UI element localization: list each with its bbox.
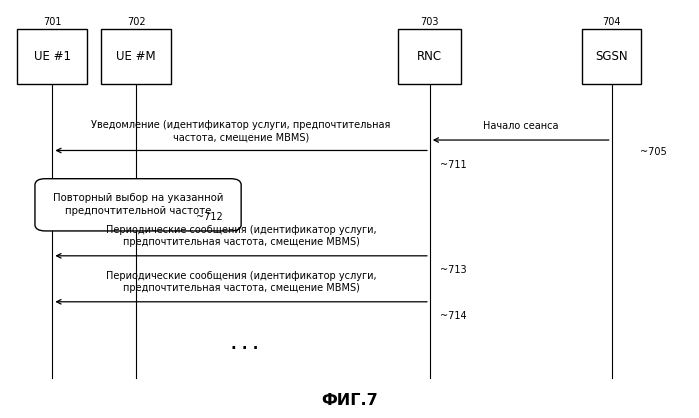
Text: 702: 702	[127, 17, 145, 27]
Text: Начало сеанса: Начало сеанса	[483, 121, 559, 131]
FancyBboxPatch shape	[17, 29, 87, 84]
FancyBboxPatch shape	[101, 29, 171, 84]
Text: UE #M: UE #M	[117, 50, 156, 63]
FancyBboxPatch shape	[398, 29, 461, 84]
Text: ~705: ~705	[640, 147, 666, 157]
Text: SGSN: SGSN	[596, 50, 628, 63]
Text: 701: 701	[43, 17, 62, 27]
Text: Периодические сообщения (идентификатор услуги,
предпочтительная частота, смещени: Периодические сообщения (идентификатор у…	[106, 271, 377, 293]
Text: Повторный выбор на указанной
предпочтительной частоте: Повторный выбор на указанной предпочтите…	[53, 193, 223, 217]
Text: RNC: RNC	[417, 50, 442, 63]
Text: ~713: ~713	[440, 265, 467, 275]
FancyBboxPatch shape	[35, 179, 241, 231]
Text: ~714: ~714	[440, 311, 467, 321]
Text: ФИГ.7: ФИГ.7	[321, 393, 378, 408]
Text: Уведомление (идентификатор услуги, предпочтительная
частота, смещение MBMS): Уведомление (идентификатор услуги, предп…	[92, 120, 391, 142]
Text: 703: 703	[421, 17, 439, 27]
Text: UE #1: UE #1	[34, 50, 71, 63]
Text: ~711: ~711	[440, 160, 467, 170]
Text: ~712: ~712	[196, 212, 222, 222]
Text: 704: 704	[603, 17, 621, 27]
FancyBboxPatch shape	[582, 29, 642, 84]
Text: . . .: . . .	[231, 337, 259, 352]
Text: Периодические сообщения (идентификатор услуги,
предпочтительная частота, смещени: Периодические сообщения (идентификатор у…	[106, 225, 377, 247]
